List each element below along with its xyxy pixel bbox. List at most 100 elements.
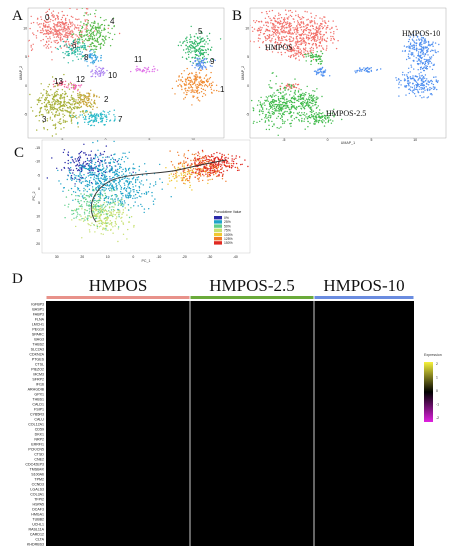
group-HMPOS-10-points-11 (413, 49, 435, 72)
heatmap-group-title-2: HMPOS-10 (323, 276, 404, 295)
pseudotime-legend-label: 75% (224, 229, 231, 233)
gene-label: ARHGDIB (28, 387, 45, 391)
cluster-label-8: 8 (84, 53, 89, 62)
panel-a-y-tick: 0 (25, 84, 27, 88)
gene-label: PCK/CN5 (28, 447, 44, 451)
gene-label: LGALS3 (30, 487, 44, 491)
cluster-label-12: 12 (76, 75, 85, 84)
panel-d: D HMPOS HMPOS-2.5 HMPOS-10 IGFBP3BASP1FABP… (12, 271, 442, 546)
pseudotime-legend-swatch (214, 216, 222, 220)
group-HMPOS-2.5-points-8 (251, 72, 323, 136)
panel-b-y-label: UMAP_2 (241, 66, 245, 80)
pseudotime-points-3 (71, 198, 135, 243)
pseudotime-legend-swatch (214, 237, 222, 241)
pseudotime-legend-label: 0% (224, 216, 229, 220)
panel-a-letter: A (12, 8, 23, 24)
gene-label: IGFBP3 (31, 302, 44, 306)
gene-label: CALD1 (32, 402, 44, 406)
panel-c-y-tick: 20 (36, 242, 40, 246)
panel-c-y-tick: -5 (37, 173, 40, 177)
pseudotime-legend-label: 50% (224, 224, 231, 228)
group-label-2: HMPOS-10 (402, 29, 440, 38)
expression-colorbar (424, 362, 433, 422)
pseudotime-legend-swatch (214, 241, 222, 245)
pseudotime-points-7 (97, 168, 172, 211)
cluster-label-0: 0 (45, 13, 50, 22)
gene-label: CDC42EP3 (25, 462, 44, 466)
panel-c-letter: C (14, 145, 24, 161)
gene-label: GPX1 (34, 392, 44, 396)
cluster-5-points (177, 25, 222, 69)
cluster-7-points (69, 109, 121, 127)
cluster-8-points (80, 49, 102, 67)
pseudotime-legend-swatch (214, 220, 222, 224)
panel-a-y-tick: 5 (25, 55, 27, 59)
pseudotime-legend-swatch (214, 224, 222, 228)
panel-d-letter: D (12, 271, 23, 287)
panel-b-x-tick: 5 (370, 138, 372, 142)
group-label-0: HMPOS (265, 43, 293, 52)
heatmap-group-title-0: HMPOS (89, 276, 148, 295)
pseudotime-points-6 (182, 149, 249, 178)
pseudotime-legend-swatch (214, 232, 222, 237)
cluster-label-5: 5 (198, 27, 203, 36)
cluster-9-points (191, 52, 216, 71)
gene-label: LMCH1 (32, 322, 44, 326)
panel-c-legend: Pseudotime Value 0%25%50%75%100%125%150% (214, 210, 241, 245)
panel-b-x-tick: -5 (282, 138, 285, 142)
gene-label: THBS1 (32, 397, 44, 401)
expression-legend: Expression 2 1 0 -1 -2 (424, 353, 442, 422)
cluster-11-points (130, 65, 159, 74)
group-HMPOS-10-points-10 (401, 30, 440, 66)
expression-legend-tick: -1 (436, 403, 439, 407)
panel-c-scatter (46, 140, 249, 243)
trajectory-line (90, 159, 227, 223)
panel-b-letter: B (232, 8, 242, 24)
panel-b-x-tick: 10 (413, 138, 417, 142)
panel-c-x-tick: 10 (106, 255, 110, 259)
group-label-1: HMPOS-2.5 (326, 109, 366, 118)
pseudotime-legend-swatch (214, 228, 222, 232)
pseudotime-legend-label: 25% (224, 220, 231, 224)
gene-label: SFRP2 (32, 377, 44, 381)
cluster-label-6: 6 (72, 41, 77, 50)
cluster-2-points (71, 88, 101, 114)
cluster-label-13: 13 (54, 77, 63, 86)
gene-label: DCAF3 (32, 507, 44, 511)
panel-c-y-tick: 0 (38, 187, 40, 191)
panel-a-scatter (28, 8, 222, 137)
gene-label: FSIP1 (34, 407, 44, 411)
gene-label: UCHL1 (32, 522, 44, 526)
gene-label: CYB5R3 (30, 412, 44, 416)
panel-a-frame (27, 7, 225, 139)
heatmap-gene-labels: IGFBP3BASP1FABP3FLNALMCH1PEG10SPARCBAG3T… (25, 302, 44, 546)
gene-label: MCM3 (33, 372, 44, 376)
panel-c-x-tick: -30 (207, 255, 212, 259)
gene-label: S100A6 (31, 472, 44, 476)
panel-c-x-tick: 20 (80, 255, 84, 259)
panel-c-y-tick: -10 (35, 160, 40, 164)
panel-c-x-tick: 30 (55, 255, 59, 259)
cluster-6-points (56, 38, 96, 64)
panel-c-y-label: PC_2 (32, 192, 36, 201)
cluster-label-10: 10 (108, 71, 117, 80)
group-HMPOS-2.5-points-7 (293, 85, 319, 114)
group-HMPOS-points-1 (288, 10, 339, 61)
cluster-label-2: 2 (104, 95, 109, 104)
gene-label: FABP3 (33, 312, 44, 316)
heatmap (46, 301, 414, 546)
gene-label: CALU (34, 417, 44, 421)
gene-label: TFPI2 (34, 497, 44, 501)
cluster-10-points (90, 65, 108, 78)
gene-label: HSPA5 (32, 502, 44, 506)
gene-label: THBS2 (32, 342, 44, 346)
heatmap-group-bar-1 (190, 296, 314, 299)
gene-label: NRP2 (34, 437, 44, 441)
pseudotime-legend-label: 125% (224, 237, 233, 241)
cluster-1-points (171, 67, 220, 106)
panel-b-y-tick: 0 (247, 84, 249, 88)
gene-label: CARD12 (30, 532, 44, 536)
panel-c-y-tick: 10 (36, 215, 40, 219)
